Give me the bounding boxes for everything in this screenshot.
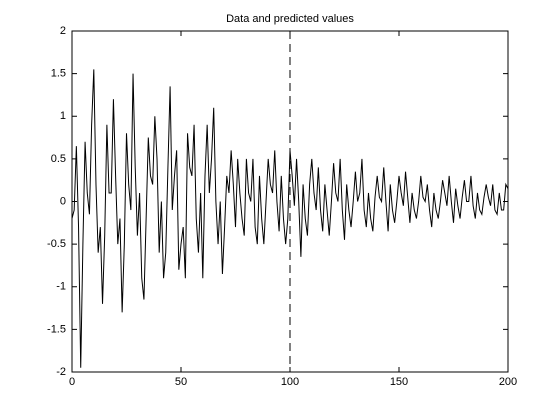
- x-tick-label: 200: [499, 376, 517, 388]
- x-tick-label: 150: [390, 376, 408, 388]
- y-tick-label: 2: [60, 25, 66, 37]
- y-tick-label: -1.5: [47, 323, 66, 335]
- y-tick-label: -1: [56, 281, 66, 293]
- x-tick-label: 0: [69, 376, 75, 388]
- y-tick-label: -0.5: [47, 238, 66, 250]
- y-tick-label: 0: [60, 195, 66, 207]
- x-tick-label: 50: [175, 376, 187, 388]
- y-tick-label: 0.5: [51, 153, 66, 165]
- chart-title: Data and predicted values: [226, 13, 354, 25]
- x-tick-label: 100: [281, 376, 299, 388]
- y-tick-label: 1.5: [51, 68, 66, 80]
- y-tick-label: 1: [60, 110, 66, 122]
- y-tick-label: -2: [56, 366, 66, 378]
